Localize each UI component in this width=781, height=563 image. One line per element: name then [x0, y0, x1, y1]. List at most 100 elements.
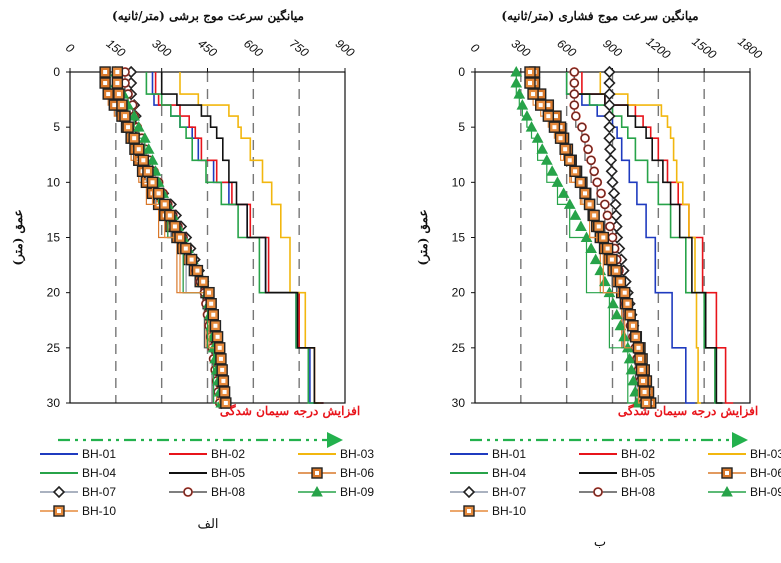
data-point-core [215, 334, 220, 339]
data-point-core [221, 378, 226, 383]
data-point [128, 110, 141, 121]
legend-marker-ring [593, 487, 603, 497]
data-point [609, 198, 622, 211]
data-point-core [162, 202, 167, 207]
x-tick-label: 900 [333, 36, 358, 60]
legend-label: BH-07 [82, 485, 116, 499]
data-point-ring [570, 78, 579, 88]
data-point [142, 143, 155, 154]
data-point-core [552, 125, 557, 130]
data-point-core [123, 114, 127, 119]
legend-item-bh-07: BH-07 [40, 485, 116, 499]
y-tick-label: 25 [47, 341, 61, 355]
series-bh-01 [565, 72, 695, 404]
legend-item-bh-03: BH-03 [298, 447, 374, 461]
legend-item-bh-08: BH-08 [169, 485, 245, 499]
y-tick-label: 30 [452, 396, 466, 410]
data-point-core [156, 191, 161, 196]
series-line-bh-01 [565, 72, 695, 404]
data-point-ring [577, 122, 587, 132]
data-point-core [217, 345, 222, 350]
y-tick-label: 25 [452, 341, 466, 355]
data-point [575, 220, 587, 231]
data-point-core [207, 290, 212, 295]
legend-label: BH-06 [340, 466, 374, 480]
data-point [589, 253, 602, 265]
data-point [525, 121, 538, 132]
data-point-core [638, 356, 642, 361]
data-point-ring [571, 111, 581, 121]
legend-label: BH-05 [211, 466, 245, 480]
series-bh-10 [524, 66, 652, 409]
data-point-core [195, 268, 200, 273]
data-point-core [605, 246, 610, 251]
data-point-core [183, 246, 188, 251]
y-axis-label: عمق (متر) [416, 209, 431, 265]
data-point-core [563, 147, 568, 152]
x-tick-label: 750 [287, 36, 312, 60]
data-point-core [573, 169, 578, 174]
annotation-arrow-head [327, 432, 343, 448]
data-point [563, 198, 576, 209]
data-point-core [103, 70, 108, 74]
data-point-core [587, 202, 592, 207]
legend-item-bh-10: BH-10 [40, 504, 116, 518]
y-tick-label: 15 [47, 231, 61, 245]
x-tick-label: 600 [554, 36, 579, 60]
data-point [629, 385, 641, 397]
data-point-core [218, 356, 223, 361]
data-point-core [636, 345, 641, 350]
annotation-arrow-head [732, 432, 748, 448]
data-point [585, 242, 597, 254]
legend-marker [52, 485, 66, 499]
series-line-bh-03 [179, 72, 321, 404]
data-point-core [538, 92, 543, 97]
data-point-core [189, 257, 194, 262]
data-point-core [209, 301, 214, 306]
data-point-core [641, 378, 646, 383]
chart-panel-1: میانگین سرعت موج برشی (متر/ثانیه)0 150 300… [11, 8, 374, 532]
data-point-ring [580, 133, 590, 143]
y-axis-label: عمق (متر) [11, 209, 26, 265]
data-point [536, 143, 549, 154]
data-point-core [609, 257, 614, 262]
data-point-core [528, 81, 532, 86]
data-point-ring [589, 167, 599, 176]
legend-item-bh-02: BH-02 [579, 447, 655, 461]
annotation-text: افزایش درجه سیمان شدگی [618, 403, 758, 419]
data-point-core [103, 81, 108, 86]
data-point-core [213, 323, 218, 328]
data-point [609, 209, 623, 222]
series-bh-05 [160, 72, 324, 404]
x-tick-label: 300 [509, 36, 534, 60]
data-point-ring [570, 89, 579, 99]
legend-label: BH-06 [750, 466, 781, 480]
data-point [139, 132, 151, 143]
data-point [531, 132, 544, 143]
data-point-core [132, 136, 137, 141]
legend-label: BH-04 [492, 466, 526, 480]
data-point-core [172, 224, 177, 229]
data-point [627, 374, 640, 386]
legend-item-bh-06: BH-06 [298, 466, 374, 480]
y-tick-label: 0 [53, 65, 60, 79]
data-point-ring [605, 222, 615, 231]
x-tick-label: 1800 [735, 34, 765, 62]
data-point-core [126, 125, 131, 130]
data-point-core [546, 103, 551, 108]
y-tick-label: 20 [47, 286, 61, 300]
legend-label: BH-01 [82, 447, 116, 461]
legend-item-bh-08: BH-08 [579, 485, 655, 499]
data-point-core [115, 81, 120, 86]
legend-item-bh-05: BH-05 [579, 466, 655, 480]
legend-item-bh-02: BH-02 [169, 447, 245, 461]
legend-label: BH-09 [340, 485, 374, 499]
y-tick-label: 15 [452, 231, 466, 245]
data-point-core [596, 224, 601, 229]
legend-marker [311, 485, 323, 497]
data-point-core [150, 180, 155, 185]
data-point-core [622, 290, 627, 295]
legend-label: BH-05 [621, 466, 655, 480]
data-point-core [644, 401, 649, 405]
data-point [625, 363, 638, 375]
